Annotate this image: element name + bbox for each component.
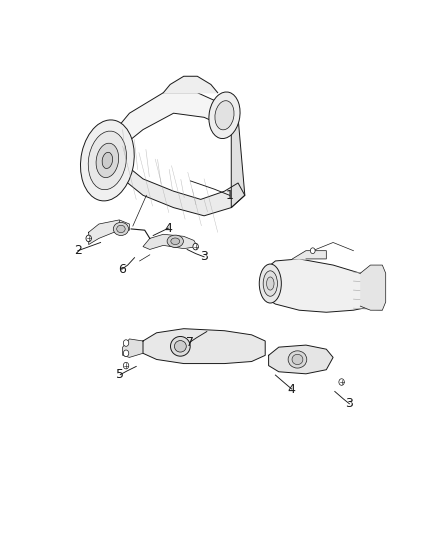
Polygon shape xyxy=(143,329,265,364)
Text: 2: 2 xyxy=(74,244,82,257)
Ellipse shape xyxy=(124,350,129,357)
Polygon shape xyxy=(293,251,326,259)
Ellipse shape xyxy=(215,101,234,130)
Ellipse shape xyxy=(102,152,113,168)
Text: 6: 6 xyxy=(118,263,126,276)
Text: 5: 5 xyxy=(116,368,124,381)
Text: 1: 1 xyxy=(226,189,233,202)
Polygon shape xyxy=(123,339,143,358)
Ellipse shape xyxy=(113,222,129,236)
Polygon shape xyxy=(88,220,130,245)
Ellipse shape xyxy=(171,238,180,245)
Polygon shape xyxy=(360,265,386,310)
Ellipse shape xyxy=(209,92,240,139)
Ellipse shape xyxy=(174,341,186,352)
Text: 7: 7 xyxy=(186,336,194,349)
Ellipse shape xyxy=(124,340,129,346)
Ellipse shape xyxy=(86,235,92,241)
Polygon shape xyxy=(99,93,238,163)
Polygon shape xyxy=(268,345,333,374)
Polygon shape xyxy=(265,259,381,312)
Text: 3: 3 xyxy=(346,397,353,410)
Ellipse shape xyxy=(259,264,281,303)
Ellipse shape xyxy=(96,143,119,177)
Ellipse shape xyxy=(81,120,134,201)
Ellipse shape xyxy=(339,379,344,385)
Ellipse shape xyxy=(292,354,303,365)
Polygon shape xyxy=(231,117,245,207)
Polygon shape xyxy=(143,235,197,249)
Polygon shape xyxy=(99,150,245,216)
Ellipse shape xyxy=(124,362,129,369)
Ellipse shape xyxy=(170,336,190,356)
Ellipse shape xyxy=(88,131,127,190)
Text: 3: 3 xyxy=(200,251,208,263)
Text: 4: 4 xyxy=(288,383,296,395)
Ellipse shape xyxy=(288,351,307,368)
Ellipse shape xyxy=(267,277,274,290)
Ellipse shape xyxy=(193,243,198,250)
Text: 4: 4 xyxy=(165,222,173,235)
Polygon shape xyxy=(163,76,218,93)
Ellipse shape xyxy=(117,225,125,232)
Ellipse shape xyxy=(263,271,277,296)
Ellipse shape xyxy=(167,235,184,247)
Ellipse shape xyxy=(311,248,315,254)
